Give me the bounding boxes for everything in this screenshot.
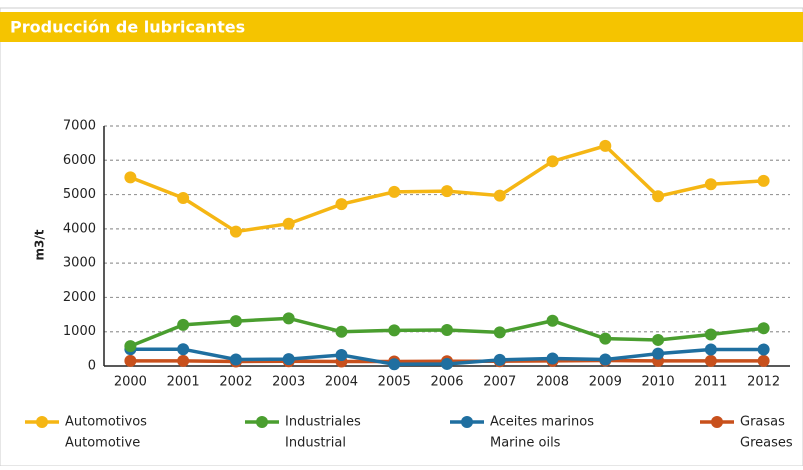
data-point	[388, 324, 401, 337]
data-point	[177, 318, 190, 331]
x-tick-label: 2008	[536, 375, 569, 390]
data-point	[229, 353, 242, 366]
legend-marker	[461, 416, 473, 428]
data-point	[704, 178, 717, 191]
x-tick-label: 2007	[483, 375, 516, 390]
x-tick-label: 2010	[642, 375, 675, 390]
x-tick-label: 2009	[589, 375, 622, 390]
data-point	[493, 353, 506, 366]
legend-label-alt: Marine oils	[490, 436, 561, 451]
data-point	[652, 333, 665, 346]
x-tick-label: 2004	[325, 375, 358, 390]
data-point	[177, 354, 190, 367]
x-tick-label: 2012	[747, 375, 780, 390]
data-point	[282, 353, 295, 366]
data-point	[335, 325, 348, 338]
data-point	[441, 357, 453, 370]
y-tick-label: 2000	[63, 290, 96, 305]
data-point	[546, 352, 559, 365]
legend-marker	[711, 416, 723, 428]
legend-marker	[256, 416, 268, 428]
x-tick-label: 2006	[430, 375, 463, 390]
legend-label: Grasas	[740, 415, 785, 430]
data-point	[599, 353, 612, 366]
legend-marker	[36, 416, 48, 428]
x-tick-label: 2011	[694, 375, 727, 390]
x-tick-label: 2000	[114, 375, 147, 390]
data-point	[335, 349, 348, 362]
data-point	[282, 312, 295, 325]
y-tick-label: 5000	[63, 187, 96, 202]
data-point	[757, 343, 770, 356]
data-point	[441, 185, 453, 198]
data-point	[388, 358, 401, 371]
legend-label-alt: Automotive	[65, 436, 140, 451]
y-tick-label: 4000	[63, 221, 96, 236]
data-point	[124, 171, 137, 184]
y-tick-label: 6000	[63, 153, 96, 168]
data-point	[546, 155, 559, 168]
data-point	[441, 324, 453, 336]
data-point	[599, 332, 612, 345]
data-point	[177, 192, 190, 204]
y-tick-label: 3000	[63, 256, 96, 271]
data-point	[757, 322, 770, 335]
panel	[0, 7, 803, 467]
legend-label-alt: Greases	[740, 436, 793, 451]
chart-title: Producción de lubricantes	[10, 18, 245, 37]
legend-label-alt: Industrial	[285, 436, 346, 451]
x-tick-label: 2001	[167, 375, 200, 390]
data-point	[177, 343, 190, 356]
data-point	[704, 354, 717, 367]
data-point	[652, 190, 665, 203]
data-point	[493, 326, 506, 339]
data-point	[388, 185, 401, 198]
y-tick-label: 1000	[63, 324, 96, 339]
header-bar	[0, 12, 803, 42]
x-tick-label: 2005	[378, 375, 411, 390]
data-point	[652, 347, 665, 360]
x-tick-label: 2002	[219, 375, 252, 390]
data-point	[757, 174, 770, 187]
data-point	[546, 314, 559, 327]
legend-label: Automotivos	[65, 415, 147, 430]
x-tick-label: 2003	[272, 375, 305, 390]
data-point	[229, 225, 242, 238]
legend-label: Aceites marinos	[490, 415, 594, 430]
data-point	[124, 340, 137, 353]
data-point	[124, 354, 137, 367]
data-point	[335, 198, 348, 211]
data-point	[704, 328, 717, 341]
data-point	[493, 189, 506, 202]
data-point	[704, 343, 717, 356]
data-point	[599, 139, 612, 152]
y-axis-label: m3/t	[33, 229, 47, 260]
data-point	[229, 315, 242, 328]
legend-label: Industriales	[285, 415, 361, 430]
y-tick-label: 0	[88, 359, 96, 374]
data-point	[282, 217, 295, 230]
data-point	[757, 354, 770, 367]
y-tick-label: 7000	[63, 119, 96, 134]
